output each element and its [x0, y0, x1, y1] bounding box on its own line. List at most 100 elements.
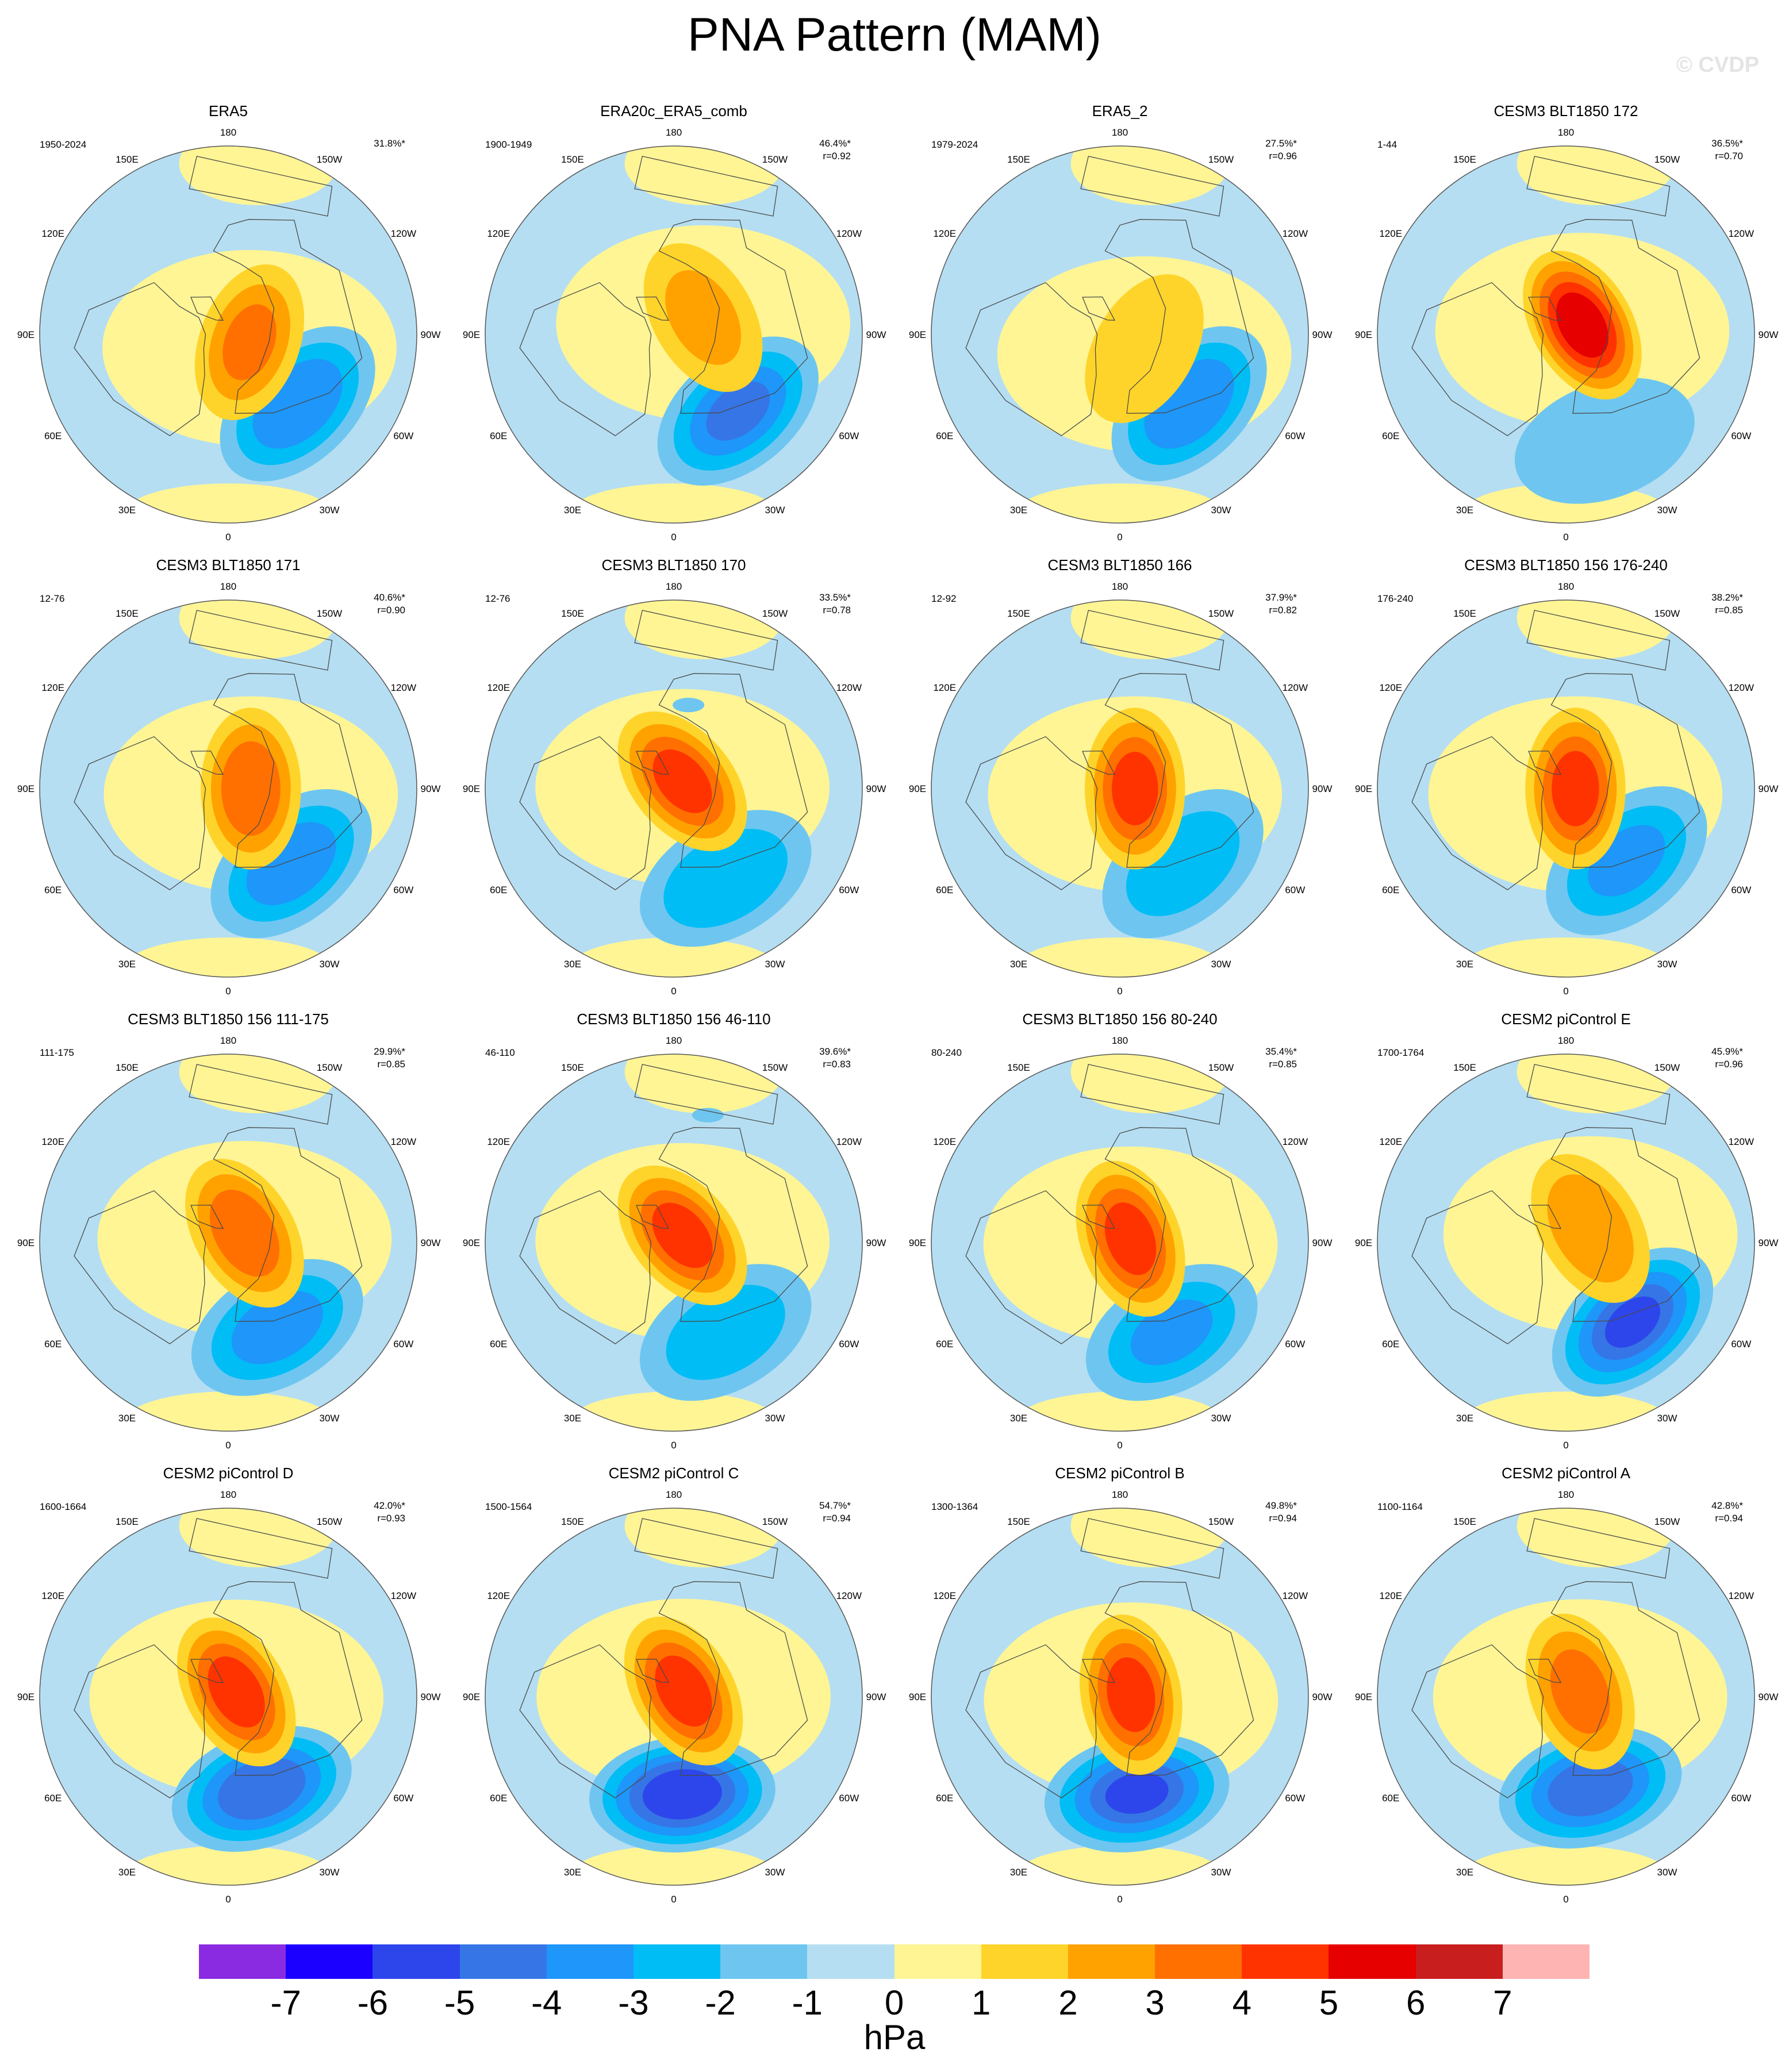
coastline [190, 1204, 224, 1229]
map-field [485, 146, 862, 523]
panel-title: CESM3 BLT1850 171 [156, 556, 301, 574]
high-contour-level-4 [655, 1655, 712, 1727]
coastline [189, 156, 333, 217]
longitude-label: 150E [1007, 1062, 1030, 1073]
coastline [1082, 1658, 1116, 1683]
map-field [931, 146, 1308, 523]
coastline [1550, 1581, 1700, 1776]
panel-correlation: r=0.85 [377, 1059, 405, 1070]
longitude-label: 0 [671, 986, 676, 997]
coastline [519, 1644, 652, 1798]
longitude-label: 60W [1285, 1339, 1305, 1350]
panel-years: 12-76 [485, 593, 510, 604]
map-boundary [931, 1508, 1309, 1886]
longitude-label: 30W [1211, 1867, 1231, 1878]
longitude-label: 120W [836, 1136, 862, 1147]
low-contour-level-5 [1105, 1773, 1169, 1814]
colorbar-box [1155, 1944, 1242, 1979]
map-panel: 180 150E 120E 90E 60E 30E 0 30W 60W 90W 120W 150W CE… [1355, 556, 1779, 997]
panel-variance: 39.6%* [819, 1046, 851, 1057]
panel-correlation: r=0.90 [377, 605, 405, 616]
panel-correlation: r=0.94 [1715, 1513, 1743, 1524]
longitude-label: 90W [1759, 1237, 1779, 1248]
panel-years: 12-92 [931, 593, 956, 604]
map-boundary [931, 599, 1309, 978]
longitude-label: 0 [225, 986, 231, 997]
high-contour-level-2 [665, 270, 742, 365]
panel-title: CESM2 piControl B [1055, 1464, 1184, 1482]
longitude-label: 30E [564, 1413, 581, 1424]
longitude-label: 90E [463, 1692, 480, 1702]
longitude-label: 150W [762, 1062, 788, 1073]
colorbar-box [807, 1944, 894, 1979]
map-field [931, 1054, 1308, 1431]
panel-variance: 42.0%* [374, 1500, 405, 1511]
longitude-label: 120W [1283, 228, 1308, 239]
longitude-label: 90E [1355, 1692, 1372, 1702]
longitude-label: 60W [393, 1339, 413, 1350]
map-field [40, 600, 417, 977]
longitude-label: 0 [1117, 1894, 1122, 1905]
panel-variance: 37.9%* [1265, 592, 1297, 603]
low-contour-level-5 [1604, 1296, 1660, 1348]
coastline [190, 1658, 224, 1683]
coastline [636, 296, 670, 321]
positive-region [1517, 1508, 1676, 1567]
map-boundary [1377, 1054, 1755, 1432]
coastline [190, 750, 224, 775]
longitude-label: 60E [490, 1339, 507, 1350]
longitude-label: 90E [1355, 1237, 1372, 1248]
colorbar-box [720, 1944, 808, 1979]
longitude-label: 60E [490, 885, 507, 895]
panel-title: ERA5_2 [1092, 102, 1148, 120]
coastline [1411, 736, 1544, 890]
longitude-label: 150E [561, 154, 584, 165]
colorbar-tick-label: -7 [270, 1983, 301, 2022]
map-field [1377, 1508, 1755, 1885]
positive-region [1070, 146, 1230, 205]
longitude-label: 60E [44, 1793, 62, 1804]
colorbar-tick-label: -3 [618, 1983, 649, 2022]
coastline [74, 1644, 206, 1798]
map-boundary [485, 1508, 863, 1886]
positive-region [179, 600, 338, 659]
map-panel: 180 150E 120E 90E 60E 30E 0 30W 60W 90W 120W 150W ER… [909, 102, 1333, 543]
coastline [74, 1190, 206, 1344]
coastline [1528, 1658, 1562, 1683]
longitude-label: 150W [317, 1062, 342, 1073]
longitude-label: 90E [909, 1237, 926, 1248]
colorbar-box [199, 1944, 286, 1979]
positive-region [624, 600, 784, 659]
longitude-label: 120E [1379, 1590, 1402, 1601]
longitude-label: 60E [44, 430, 62, 441]
coastline [213, 673, 363, 868]
coastline [634, 156, 778, 217]
longitude-label: 90W [866, 329, 886, 340]
longitude-label: 0 [1563, 1440, 1568, 1451]
coastline [1080, 1518, 1224, 1579]
colorbar-box [546, 1944, 634, 1979]
positive-region [624, 146, 784, 205]
panel-variance: 54.7%* [819, 1500, 851, 1511]
longitude-label: 60W [839, 1339, 859, 1350]
map-panel: 180 150E 120E 90E 60E 30E 0 30W 60W 90W 120W 150W CE… [463, 1464, 886, 1905]
map-boundary [39, 1508, 417, 1886]
panel-correlation: r=0.82 [1269, 605, 1297, 616]
longitude-label: 0 [671, 1894, 676, 1905]
longitude-label: 0 [1563, 986, 1568, 997]
longitude-label: 120W [391, 682, 416, 693]
positive-region [124, 483, 332, 523]
coastline [636, 1658, 670, 1683]
low-contour-level-5 [642, 1769, 722, 1820]
longitude-label: 120E [1379, 1136, 1402, 1147]
longitude-label: 120W [836, 682, 862, 693]
panel-years: 1700-1764 [1377, 1047, 1424, 1058]
longitude-label: 60E [1382, 1339, 1399, 1350]
colorbar-tick-label: 6 [1406, 1983, 1426, 2022]
longitude-label: 150W [1208, 608, 1234, 619]
longitude-label: 60W [1731, 885, 1751, 895]
positive-region [1462, 1391, 1670, 1431]
positive-region [1016, 1846, 1224, 1885]
coastline [213, 219, 363, 414]
colorbar-box [1329, 1944, 1416, 1979]
